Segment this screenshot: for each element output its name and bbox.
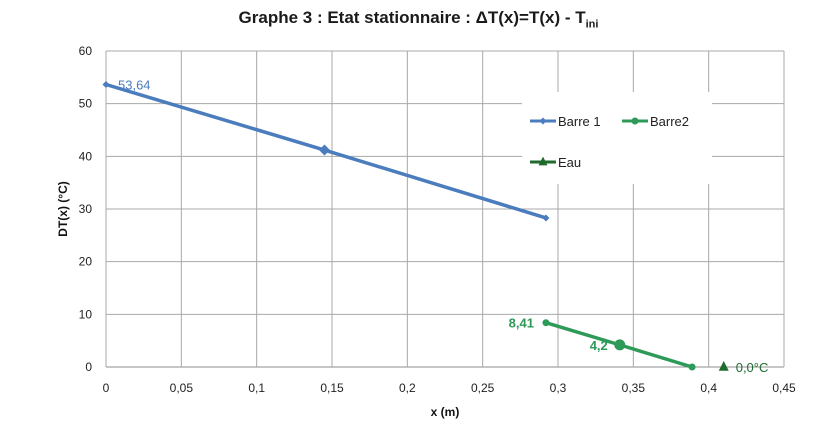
x-tick-label: 0: [103, 381, 110, 395]
marker-diamond: [539, 117, 547, 125]
x-tick-label: 0,35: [622, 381, 646, 395]
marker-circle: [542, 319, 550, 327]
series-barre2: 8,41 4,2: [509, 316, 696, 371]
marker-triangle: [718, 361, 729, 371]
marker-diamond: [318, 144, 330, 156]
y-tick-label: 30: [79, 202, 93, 216]
series-eau: 0,0°C: [718, 360, 769, 375]
marker-circle: [688, 363, 696, 371]
x-tick-label: 0,3: [550, 381, 567, 395]
x-tick-label: 0,4: [700, 381, 717, 395]
x-tick-label: 0,1: [248, 381, 265, 395]
y-axis-label: DT(x) (°C): [56, 181, 70, 236]
data-label: 0,0°C: [736, 360, 769, 375]
x-tick-label: 0,15: [320, 381, 344, 395]
marker-triangle: [538, 156, 548, 166]
legend-item-barre-1: Barre 1: [530, 114, 601, 129]
x-tick-label: 0,25: [471, 381, 495, 395]
y-tick-label: 40: [79, 149, 93, 163]
x-tick-label: 0,05: [170, 381, 194, 395]
y-tick-label: 0: [85, 360, 92, 374]
legend[interactable]: Barre 1 Barre2 Eau: [522, 92, 712, 184]
data-label: 53,64: [118, 77, 151, 92]
marker-diamond: [542, 214, 550, 222]
chart-title-subscript: ini: [585, 18, 599, 31]
marker-circle: [631, 117, 639, 125]
y-tick-label: 50: [79, 97, 93, 111]
y-tick-label: 20: [79, 255, 93, 269]
legend-label: Eau: [558, 155, 581, 170]
series-barre-1: 53,64: [102, 77, 550, 222]
y-tick-label: 10: [79, 307, 93, 321]
legend-item-eau: Eau: [530, 155, 581, 170]
data-label: 4,2: [590, 338, 608, 353]
legend-item-barre2: Barre2: [622, 114, 689, 129]
data-label: 8,41: [509, 316, 534, 331]
legend-label: Barre2: [650, 114, 689, 129]
marker-circle: [614, 339, 626, 351]
legend-box: [522, 92, 712, 184]
x-tick-label: 0,2: [399, 381, 416, 395]
marker-diamond: [102, 80, 110, 88]
chart-title: Graphe 3 : Etat stationnaire : ΔT(x)=T(x…: [0, 8, 837, 30]
legend-label: Barre 1: [558, 114, 601, 129]
y-tick-label: 60: [79, 44, 93, 58]
axis-ticks: 0 0,05 0,1 0,15 0,2 0,25 0,3 0,35 0,4 0,45 0 10 20 30…: [79, 44, 796, 395]
x-axis-label: x (m): [431, 405, 460, 419]
series: 53,64 8,41 4,2 0,0°C: [102, 77, 769, 375]
x-tick-label: 0,45: [772, 381, 796, 395]
chart-title-main: Graphe 3 : Etat stationnaire : ΔT(x)=T(x…: [238, 8, 586, 27]
